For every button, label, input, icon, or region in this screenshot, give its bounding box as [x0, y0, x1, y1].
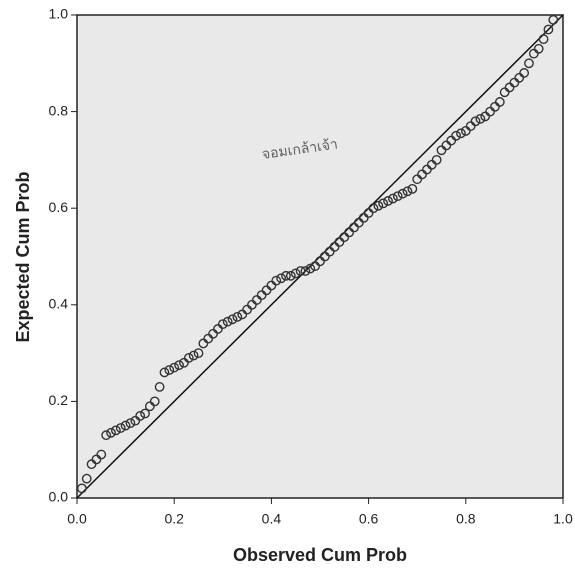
- data-point: [392, 191, 403, 202]
- data-point: [538, 34, 549, 45]
- data-point: [76, 483, 87, 494]
- data-point: [120, 420, 131, 431]
- data-point: [456, 128, 466, 139]
- data-point: [387, 193, 398, 204]
- x-tick-label: 0.2: [164, 511, 184, 527]
- data-point: [193, 348, 204, 358]
- x-tick-label: 0.8: [456, 511, 476, 527]
- data-point: [149, 396, 160, 407]
- data-point: [383, 196, 393, 206]
- data-point: [285, 270, 296, 281]
- data-point: [300, 266, 311, 276]
- data-point: [543, 24, 554, 35]
- y-tick-label: 0.6: [49, 199, 69, 215]
- data-point: [407, 183, 418, 194]
- data-point: [373, 200, 384, 211]
- data-point: [271, 275, 282, 286]
- data-point: [378, 198, 389, 209]
- data-point: [169, 362, 180, 373]
- data-point: [276, 273, 287, 284]
- y-tick-label: 0.2: [49, 392, 69, 408]
- data-point: [470, 116, 481, 127]
- data-point: [110, 425, 121, 436]
- data-point: [217, 319, 228, 330]
- data-point: [115, 423, 126, 433]
- data-point: [222, 316, 233, 327]
- data-point: [368, 203, 379, 214]
- data-point: [305, 263, 316, 274]
- data-point: [295, 266, 306, 276]
- data-point: [290, 268, 301, 279]
- data-point: [96, 449, 107, 460]
- data-point: [227, 314, 238, 325]
- x-tick-label: 0.4: [262, 511, 282, 527]
- data-point: [519, 68, 530, 78]
- data-point: [524, 58, 534, 69]
- data-point: [140, 408, 150, 419]
- data-point: [81, 473, 92, 484]
- x-tick-label: 0.0: [67, 511, 87, 527]
- data-point: [533, 43, 544, 54]
- data-point: [164, 365, 175, 375]
- x-tick-label: 0.6: [359, 511, 379, 527]
- data-point: [135, 410, 146, 421]
- y-tick-label: 0.8: [49, 102, 69, 118]
- data-point: [397, 188, 408, 199]
- data-point: [281, 270, 291, 281]
- data-point: [402, 186, 413, 197]
- data-point: [548, 14, 559, 25]
- data-point: [188, 350, 199, 361]
- x-tick-label: 1.0: [553, 511, 573, 527]
- y-axis-title: Expected Cum Prob: [13, 171, 33, 342]
- y-tick-label: 0.0: [49, 489, 69, 505]
- data-point: [125, 418, 136, 429]
- data-point: [101, 430, 112, 441]
- data-point: [106, 427, 116, 438]
- data-point: [159, 367, 170, 378]
- data-point: [431, 154, 442, 165]
- y-tick-label: 0.4: [49, 296, 69, 312]
- data-point: [232, 311, 243, 322]
- x-axis-title: Observed Cum Prob: [233, 545, 407, 565]
- data-point: [494, 97, 505, 107]
- data-point: [183, 353, 194, 363]
- data-point: [451, 130, 461, 141]
- data-point: [475, 113, 486, 124]
- y-tick-label: 1.0: [49, 6, 69, 22]
- data-point: [154, 382, 165, 392]
- data-point: [174, 360, 184, 371]
